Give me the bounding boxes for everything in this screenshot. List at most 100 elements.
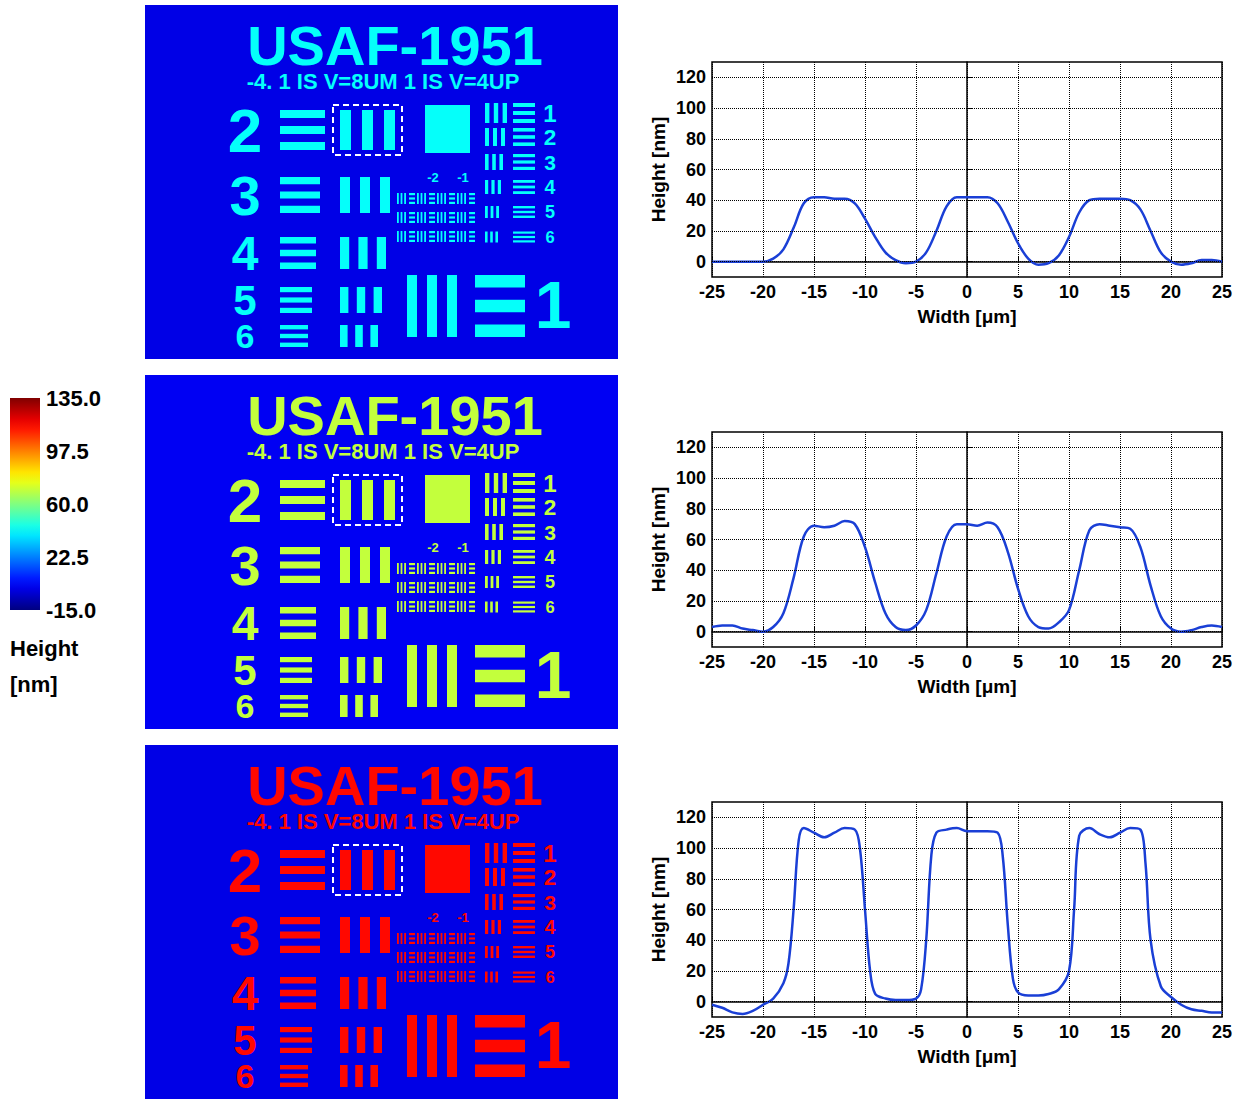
- svg-text:2: 2: [544, 125, 557, 150]
- svg-text:100: 100: [676, 468, 706, 488]
- svg-text:3: 3: [544, 151, 556, 174]
- svg-text:80: 80: [686, 869, 706, 889]
- svg-text:20: 20: [1161, 1022, 1181, 1042]
- svg-text:USAF-1951: USAF-1951: [247, 384, 543, 447]
- svg-text:40: 40: [686, 560, 706, 580]
- svg-text:4: 4: [545, 176, 556, 198]
- svg-text:25: 25: [1212, 652, 1232, 672]
- svg-text:-1: -1: [457, 910, 469, 925]
- svg-text:2: 2: [544, 495, 557, 520]
- svg-text:10: 10: [1059, 282, 1079, 302]
- svg-text:0: 0: [696, 992, 706, 1012]
- svg-text:2: 2: [228, 836, 262, 905]
- svg-text:-10: -10: [852, 652, 878, 672]
- svg-text:60: 60: [686, 530, 706, 550]
- svg-text:3: 3: [544, 891, 556, 914]
- svg-text:97.5: 97.5: [46, 439, 89, 464]
- svg-text:-2: -2: [427, 540, 439, 555]
- svg-text:5: 5: [545, 572, 555, 592]
- svg-text:6: 6: [545, 598, 554, 616]
- svg-text:22.5: 22.5: [46, 545, 89, 570]
- svg-text:60: 60: [686, 160, 706, 180]
- svg-text:25: 25: [1212, 282, 1232, 302]
- svg-text:3: 3: [544, 521, 556, 544]
- svg-text:-20: -20: [750, 282, 776, 302]
- svg-text:4: 4: [232, 227, 259, 280]
- svg-text:1: 1: [535, 268, 572, 342]
- svg-text:15: 15: [1110, 1022, 1130, 1042]
- svg-text:100: 100: [676, 838, 706, 858]
- svg-text:Height [nm]: Height [nm]: [648, 117, 669, 223]
- svg-text:2: 2: [228, 96, 262, 165]
- svg-text:10: 10: [1059, 652, 1079, 672]
- svg-text:15: 15: [1110, 652, 1130, 672]
- svg-text:1: 1: [535, 638, 572, 712]
- svg-text:-15.0: -15.0: [46, 598, 96, 623]
- svg-text:5: 5: [545, 942, 555, 962]
- svg-text:6: 6: [236, 687, 255, 725]
- svg-text:-5: -5: [908, 282, 924, 302]
- svg-text:-4. 1 IS V=8UM 1 IS V=4UP: -4. 1 IS V=8UM 1 IS V=4UP: [247, 69, 520, 94]
- svg-text:0: 0: [962, 652, 972, 672]
- svg-text:10: 10: [1059, 1022, 1079, 1042]
- svg-text:1: 1: [535, 1008, 572, 1082]
- svg-text:1: 1: [543, 840, 556, 867]
- svg-text:20: 20: [1161, 652, 1181, 672]
- svg-text:0: 0: [696, 622, 706, 642]
- svg-text:-10: -10: [852, 282, 878, 302]
- svg-text:4: 4: [232, 967, 259, 1020]
- svg-text:Width [μm]: Width [μm]: [917, 676, 1016, 697]
- svg-text:-5: -5: [908, 1022, 924, 1042]
- svg-text:-15: -15: [801, 652, 827, 672]
- svg-text:-2: -2: [427, 910, 439, 925]
- svg-text:2: 2: [544, 865, 557, 890]
- svg-text:Height: Height: [10, 636, 79, 661]
- svg-text:5: 5: [1013, 282, 1023, 302]
- svg-text:-4. 1 IS V=8UM 1 IS V=4UP: -4. 1 IS V=8UM 1 IS V=4UP: [247, 439, 520, 464]
- svg-text:15: 15: [1110, 282, 1130, 302]
- svg-text:-25: -25: [699, 652, 725, 672]
- svg-text:-20: -20: [750, 1022, 776, 1042]
- svg-text:20: 20: [686, 221, 706, 241]
- svg-text:6: 6: [545, 968, 554, 986]
- svg-text:-4. 1 IS V=8UM 1 IS V=4UP: -4. 1 IS V=8UM 1 IS V=4UP: [247, 809, 520, 834]
- svg-text:5: 5: [545, 202, 555, 222]
- svg-text:135.0: 135.0: [46, 386, 101, 411]
- svg-text:20: 20: [1161, 282, 1181, 302]
- svg-text:20: 20: [686, 591, 706, 611]
- svg-text:0: 0: [962, 1022, 972, 1042]
- svg-text:25: 25: [1212, 1022, 1232, 1042]
- svg-text:40: 40: [686, 190, 706, 210]
- svg-text:-25: -25: [699, 282, 725, 302]
- svg-text:40: 40: [686, 930, 706, 950]
- svg-text:120: 120: [676, 437, 706, 457]
- svg-text:4: 4: [545, 916, 556, 938]
- svg-text:3: 3: [229, 534, 260, 597]
- svg-text:6: 6: [236, 1057, 255, 1095]
- svg-text:-2: -2: [427, 170, 439, 185]
- svg-text:3: 3: [229, 164, 260, 227]
- svg-text:120: 120: [676, 807, 706, 827]
- svg-text:80: 80: [686, 499, 706, 519]
- svg-text:5: 5: [1013, 652, 1023, 672]
- svg-text:-15: -15: [801, 282, 827, 302]
- svg-text:120: 120: [676, 67, 706, 87]
- svg-text:1: 1: [543, 470, 556, 497]
- svg-text:Width [μm]: Width [μm]: [917, 1046, 1016, 1067]
- svg-text:6: 6: [545, 228, 554, 246]
- svg-text:-1: -1: [457, 540, 469, 555]
- svg-text:3: 3: [229, 904, 260, 967]
- svg-text:1: 1: [543, 100, 556, 127]
- svg-text:4: 4: [545, 546, 556, 568]
- svg-text:-20: -20: [750, 652, 776, 672]
- svg-text:80: 80: [686, 129, 706, 149]
- svg-text:6: 6: [236, 317, 255, 355]
- svg-text:60: 60: [686, 900, 706, 920]
- svg-text:20: 20: [686, 961, 706, 981]
- svg-text:100: 100: [676, 98, 706, 118]
- svg-text:-10: -10: [852, 1022, 878, 1042]
- svg-text:0: 0: [696, 252, 706, 272]
- svg-text:4: 4: [232, 597, 259, 650]
- svg-text:[nm]: [nm]: [10, 672, 58, 697]
- svg-text:60.0: 60.0: [46, 492, 89, 517]
